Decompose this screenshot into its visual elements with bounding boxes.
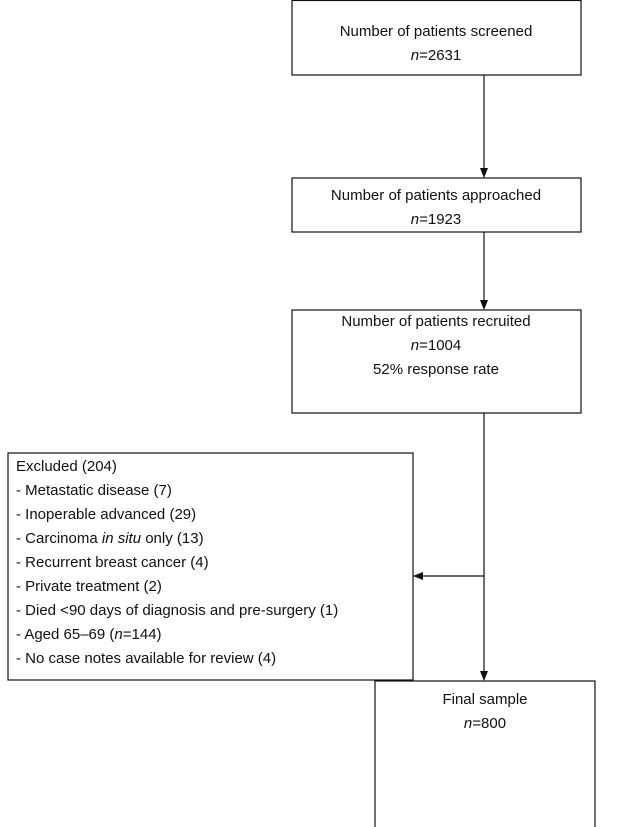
exclusion-box — [7, 452, 414, 681]
node-text: n=800 — [464, 715, 506, 732]
node-text: n=1923 — [411, 211, 461, 228]
text-run: Final sample — [442, 691, 527, 708]
node-text: - Aged 65–69 (n=144) — [16, 626, 162, 643]
node-text: - Metastatic disease (7) — [16, 482, 172, 499]
text-run: Number of patients screened — [340, 23, 533, 40]
text-run: - Carcinoma — [16, 530, 102, 547]
node-text: Number of patients approached — [331, 187, 541, 204]
text-run: 52% response rate — [373, 361, 499, 378]
text-run: in situ — [102, 530, 142, 547]
text-run: =800 — [472, 715, 506, 732]
text-run: - Recurrent breast cancer (4) — [16, 554, 209, 571]
node-box — [374, 680, 596, 827]
text-run: n — [411, 47, 419, 64]
text-run: =2631 — [419, 47, 461, 64]
text-run: n — [464, 715, 472, 732]
node-box — [291, 309, 582, 414]
text-run: - Died <90 days of diagnosis and pre-sur… — [16, 602, 338, 619]
text-run: n — [411, 211, 419, 228]
text-run: Excluded (204) — [16, 458, 117, 475]
text-run: only (13) — [141, 530, 204, 547]
text-run: =1923 — [419, 211, 461, 228]
text-run: - Aged 65–69 ( — [16, 626, 114, 643]
node-text: - Private treatment (2) — [16, 578, 162, 595]
text-run: n — [411, 337, 419, 354]
node-text: 52% response rate — [373, 361, 499, 378]
text-run: - Metastatic disease (7) — [16, 482, 172, 499]
node-text: - Died <90 days of diagnosis and pre-sur… — [16, 602, 338, 619]
node-text: Number of patients recruited — [341, 313, 530, 330]
text-run: Number of patients approached — [331, 187, 541, 204]
node-text: n=2631 — [411, 47, 461, 64]
node-box — [291, 0, 582, 76]
node-text: - Inoperable advanced (29) — [16, 506, 196, 523]
text-run: - Inoperable advanced (29) — [16, 506, 196, 523]
text-run: Number of patients recruited — [341, 313, 530, 330]
text-run: =1004 — [419, 337, 461, 354]
node-text: - Carcinoma in situ only (13) — [16, 530, 204, 547]
text-run: - No case notes available for review (4) — [16, 650, 276, 667]
node-text: Final sample — [442, 691, 527, 708]
node-box — [291, 177, 582, 233]
node-text: - No case notes available for review (4) — [16, 650, 276, 667]
node-text: Number of patients screened — [340, 23, 533, 40]
text-run: n — [114, 626, 122, 643]
node-text: n=1004 — [411, 337, 461, 354]
text-run: - Private treatment (2) — [16, 578, 162, 595]
text-run: =144) — [123, 626, 162, 643]
node-text: Excluded (204) — [16, 458, 117, 475]
node-text: - Recurrent breast cancer (4) — [16, 554, 209, 571]
